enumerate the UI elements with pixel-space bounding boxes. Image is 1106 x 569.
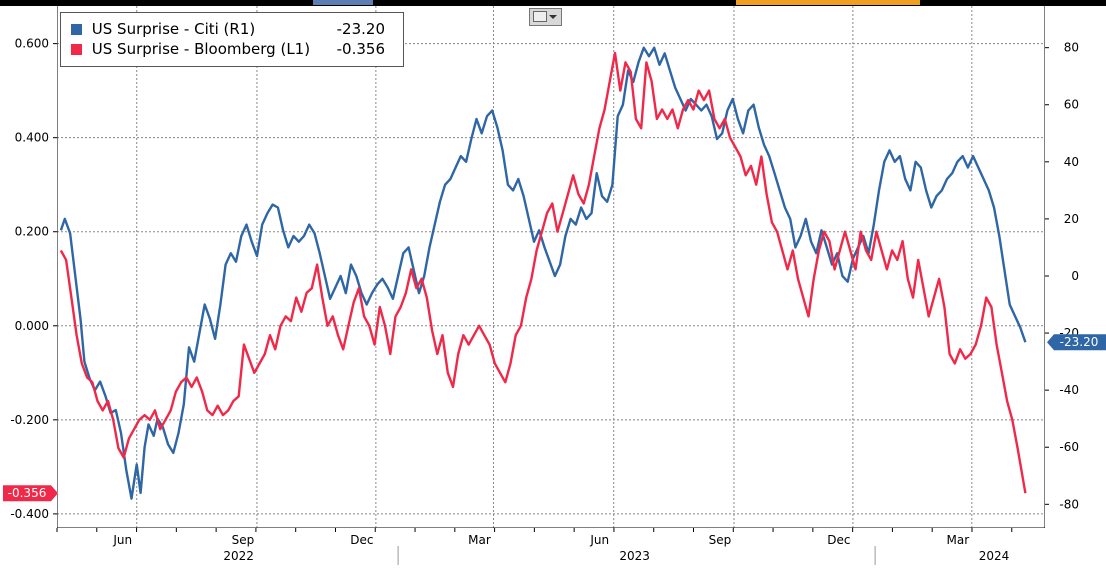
legend-item-citi: US Surprise - Citi (R1) -23.20 — [71, 19, 395, 39]
x-tick-label: Dec — [350, 533, 373, 547]
y-right-tick-label: 60 — [1064, 98, 1079, 112]
y-right-tick-label: -40 — [1059, 383, 1079, 397]
price-tag-right-label: -23.20 — [1060, 335, 1099, 349]
x-year-label: 2022 — [223, 549, 254, 563]
series-lines — [59, 46, 1027, 500]
y-right-tick-label: -60 — [1059, 440, 1079, 454]
y-right-tick-label: 0 — [1071, 269, 1079, 283]
legend-value-bloomberg: -0.356 — [336, 40, 385, 58]
y-left-tick-label: -0.400 — [10, 507, 49, 521]
x-axis: Jun Sep Dec Mar Jun Sep Dec Mar 2022 2023 2024 — [0, 528, 1106, 569]
x-tick-label: Dec — [827, 533, 850, 547]
toolbar-period-button[interactable] — [313, 0, 373, 5]
price-tags: -23.20 -0.356 — [3, 334, 1106, 502]
legend-swatch-citi — [71, 24, 82, 35]
y-axis-left-panel — [0, 6, 57, 528]
toolbar-annotation-button[interactable] — [736, 0, 920, 5]
y-left-tick-label: 0.400 — [15, 131, 49, 145]
y-right-tick-label: 40 — [1064, 155, 1079, 169]
chevron-down-icon — [549, 15, 557, 19]
legend-item-bloomberg: US Surprise - Bloomberg (L1) -0.356 — [71, 39, 395, 59]
y-right-tick-label: -80 — [1059, 497, 1079, 511]
y-axis-left: 0.600 0.400 0.200 0.000 -0.200 -0.400 — [0, 6, 57, 528]
y-left-tick-label: 0.000 — [15, 319, 49, 333]
price-tag-left-shape — [3, 485, 58, 502]
x-year-label: 2024 — [979, 549, 1010, 563]
x-tick-label: Mar — [468, 533, 491, 547]
x-year-label: 2023 — [619, 549, 650, 563]
x-tick-label: Sep — [709, 533, 732, 547]
toolbar — [0, 0, 1106, 6]
series-line-citi — [59, 46, 1027, 500]
y-axis-right-panel — [1045, 6, 1106, 528]
price-tag-left-label: -0.356 — [8, 486, 47, 500]
series-line-bloomberg — [59, 51, 1027, 494]
line-chart-icon — [533, 11, 547, 22]
chart-type-button[interactable] — [529, 8, 562, 26]
price-tag-right-shape — [1047, 334, 1106, 351]
legend-swatch-bloomberg — [71, 44, 82, 55]
x-tick-label: Jun — [112, 533, 132, 547]
legend-label-bloomberg: US Surprise - Bloomberg (L1) — [91, 40, 311, 58]
x-tick-label: Sep — [232, 533, 255, 547]
y-left-tick-label: -0.200 — [10, 413, 49, 427]
x-tick-label: Mar — [946, 533, 969, 547]
y-right-tick-label: 20 — [1064, 212, 1079, 226]
x-axis-panel — [0, 528, 1106, 569]
legend-label-citi: US Surprise - Citi (R1) — [91, 20, 256, 38]
y-left-tick-label: 0.600 — [15, 37, 49, 51]
legend-value-citi: -23.20 — [336, 20, 385, 38]
y-left-tick-label: 0.200 — [15, 225, 49, 239]
x-tick-label: Jun — [589, 533, 609, 547]
y-right-tick-label: 80 — [1064, 41, 1079, 55]
legend: US Surprise - Citi (R1) -23.20 US Surpri… — [60, 12, 404, 67]
